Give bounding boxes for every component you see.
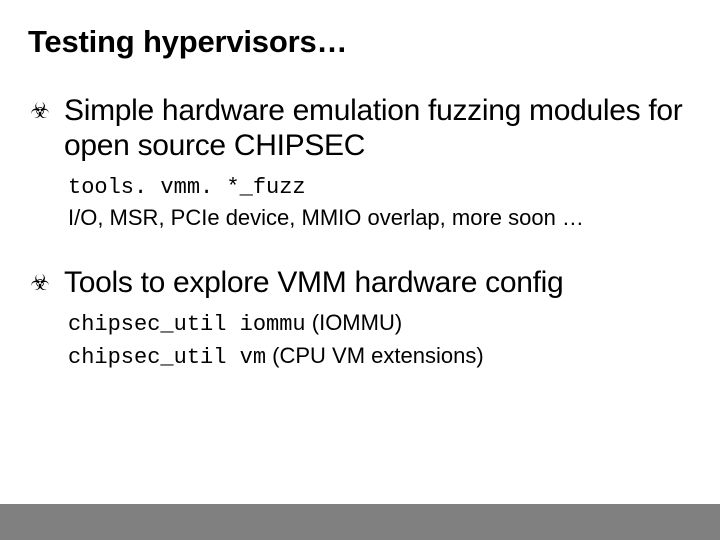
subline: I/O, MSR, PCIe device, MMIO overlap, mor… bbox=[68, 203, 692, 235]
code-text: chipsec_util vm bbox=[68, 345, 266, 370]
code-text: tools. vmm. *_fuzz bbox=[68, 175, 306, 200]
subline: chipsec_util vm (CPU VM extensions) bbox=[68, 341, 692, 373]
plain-text: (IOMMU) bbox=[306, 310, 403, 335]
bullet-row: ☣ Simple hardware emulation fuzzing modu… bbox=[28, 94, 692, 163]
subline: tools. vmm. *_fuzz bbox=[68, 171, 692, 203]
bullet-list: ☣ Simple hardware emulation fuzzing modu… bbox=[28, 94, 692, 373]
subline: chipsec_util iommu (IOMMU) bbox=[68, 308, 692, 340]
footer-bar bbox=[0, 504, 720, 540]
code-text: chipsec_util iommu bbox=[68, 312, 306, 337]
slide: Testing hypervisors… ☣ Simple hardware e… bbox=[0, 0, 720, 540]
plain-text: (CPU VM extensions) bbox=[266, 343, 484, 368]
slide-title: Testing hypervisors… bbox=[28, 24, 692, 60]
biohazard-icon: ☣ bbox=[28, 266, 52, 300]
biohazard-icon: ☣ bbox=[28, 94, 52, 128]
bullet-item: ☣ Tools to explore VMM hardware config c… bbox=[28, 266, 692, 373]
sublines: tools. vmm. *_fuzz I/O, MSR, PCIe device… bbox=[68, 171, 692, 236]
bullet-heading: Simple hardware emulation fuzzing module… bbox=[64, 94, 692, 163]
bullet-row: ☣ Tools to explore VMM hardware config bbox=[28, 266, 692, 301]
bullet-heading: Tools to explore VMM hardware config bbox=[64, 266, 563, 301]
plain-text: I/O, MSR, PCIe device, MMIO overlap, mor… bbox=[68, 205, 584, 230]
sublines: chipsec_util iommu (IOMMU) chipsec_util … bbox=[68, 308, 692, 373]
bullet-item: ☣ Simple hardware emulation fuzzing modu… bbox=[28, 94, 692, 236]
